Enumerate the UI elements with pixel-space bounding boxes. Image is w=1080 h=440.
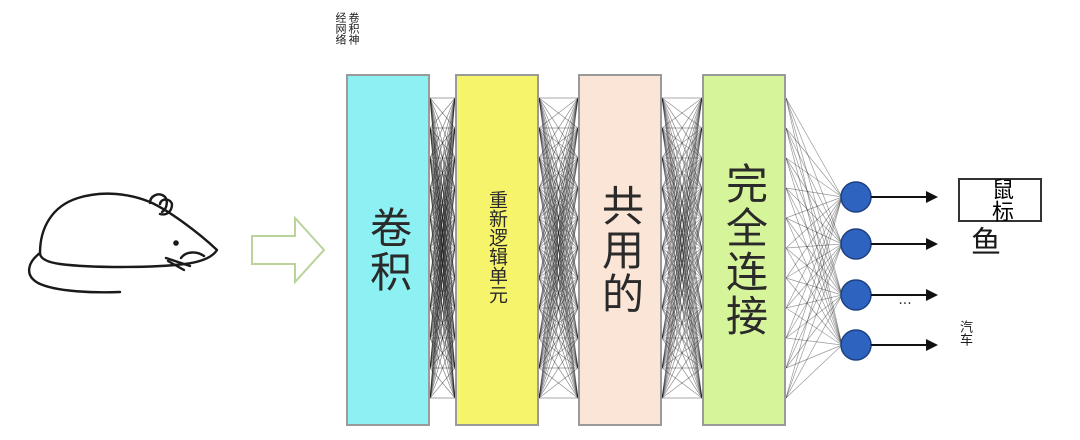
arrow-head-icon [926, 339, 938, 351]
diagram-title: 卷积神经网络 [334, 12, 360, 45]
output-node [840, 329, 872, 361]
layer-fully-connected-label: 完全连接 [719, 162, 769, 338]
mouse-icon [28, 192, 219, 294]
connection-mesh [429, 97, 843, 399]
output-label-box-mouse: 鼠标 [958, 178, 1042, 222]
mesh-conv-relu [429, 97, 456, 399]
layer-pooling-label: 共用的 [595, 184, 645, 316]
arrow-head-icon [926, 238, 938, 250]
output-label-fish: 鱼 [965, 226, 1000, 256]
output-layer [840, 181, 938, 361]
output-node [840, 228, 872, 260]
layer-relu: 重新逻辑单元 [455, 74, 539, 426]
layer-convolution: 卷积 [346, 74, 430, 426]
output-ellipsis: ... [898, 292, 911, 308]
layer-convolution-label: 卷积 [363, 206, 413, 294]
layer-fully-connected: 完全连接 [702, 74, 786, 426]
layer-relu-label: 重新逻辑单元 [486, 190, 508, 304]
mesh-pool-fc [661, 97, 703, 399]
layer-pooling: 共用的 [578, 74, 662, 426]
arrow-head-icon [926, 289, 938, 301]
output-node [840, 181, 872, 213]
mesh-relu-pool [538, 97, 579, 399]
arrow-head-icon [926, 191, 938, 203]
mesh-fc-output [785, 97, 843, 399]
output-node [840, 279, 872, 311]
output-label-mouse: 鼠标 [988, 178, 1013, 222]
output-label-car: 汽车 [957, 320, 972, 346]
hollow-right-arrow-icon [251, 215, 326, 285]
